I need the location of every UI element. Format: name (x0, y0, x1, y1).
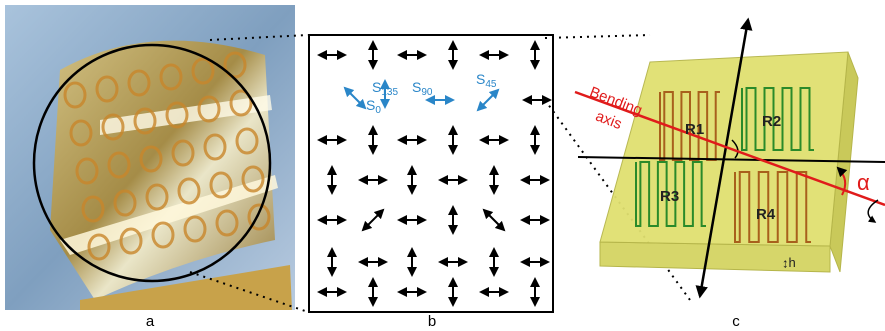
sensor-grid-box (309, 35, 553, 312)
panel-label: a (146, 313, 155, 330)
r2-label: R2 (762, 113, 781, 130)
panel-label: c (732, 313, 740, 330)
photo (5, 5, 295, 310)
r1-label: R1 (685, 121, 704, 138)
panel-label: b (428, 313, 436, 330)
alpha-label: α (857, 170, 870, 195)
rotation-mark (868, 200, 878, 222)
figure: S135 S0 S90 S45 Bending axis R1 R2 R3 R4… (0, 0, 885, 331)
zoom-line (545, 35, 650, 38)
r4-label: R4 (756, 206, 776, 223)
r3-label: R3 (660, 188, 679, 205)
sensor-plate (600, 52, 858, 272)
thickness-label: ↕h (782, 255, 796, 270)
